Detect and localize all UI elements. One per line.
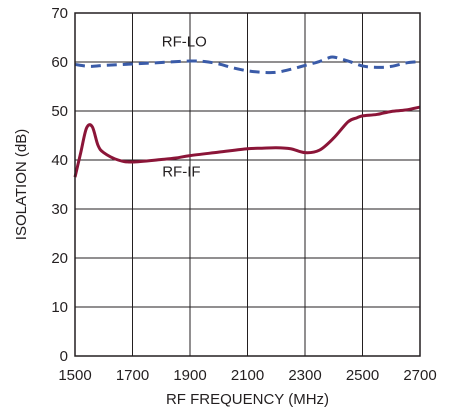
x-tick-label-0: 1500 xyxy=(58,367,91,384)
x-axis-title: RF FREQUENCY (MHz) xyxy=(166,391,329,408)
series-annotations: RF-LO RF-IF xyxy=(162,33,207,180)
series-label-rf-if: RF-IF xyxy=(162,164,200,181)
y-tick-label-4: 40 xyxy=(51,152,68,169)
series-layer xyxy=(73,55,421,178)
x-tick-label-4: 2300 xyxy=(288,367,321,384)
series-label-rf-lo: RF-LO xyxy=(162,33,207,50)
y-tick-label-5: 50 xyxy=(51,103,68,120)
series-line-rf-lo xyxy=(74,55,421,75)
y-tick-label-0: 0 xyxy=(60,348,68,365)
y-tick-label-3: 30 xyxy=(51,201,68,218)
x-tick-label-2: 1900 xyxy=(173,367,206,384)
x-tick-label-3: 2100 xyxy=(231,367,264,384)
y-tick-label-1: 10 xyxy=(51,299,68,316)
x-tick-label-5: 2500 xyxy=(346,367,379,384)
plot-frame xyxy=(74,12,421,357)
series-line-rf-if xyxy=(73,105,421,178)
y-tick-label-6: 60 xyxy=(51,54,68,71)
plot-border xyxy=(74,12,421,357)
x-tick-label-1: 1700 xyxy=(116,367,149,384)
y-tick-label-2: 20 xyxy=(51,250,68,267)
x-tick-label-6: 2700 xyxy=(403,367,436,384)
tick-labels: 1500 1700 1900 2100 2300 2500 2700 0 10 20 30 40 50 6… xyxy=(51,5,436,384)
grid xyxy=(74,12,421,357)
y-axis-title: ISOLATION (dB) xyxy=(13,129,30,240)
y-tick-label-7: 70 xyxy=(51,5,68,22)
